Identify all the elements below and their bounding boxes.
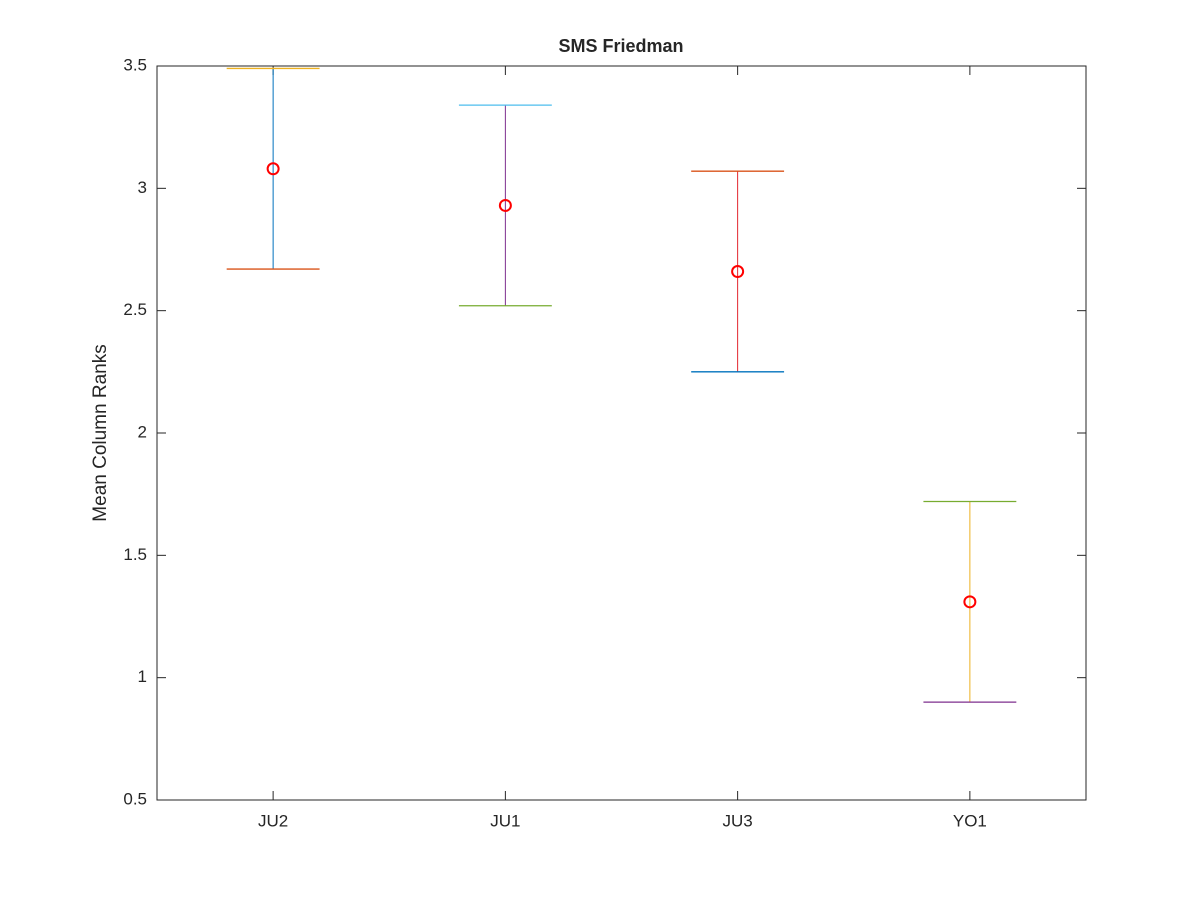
y-tick-label: 2 bbox=[138, 422, 147, 441]
y-tick-label: 0.5 bbox=[123, 789, 147, 808]
x-tick-label: YO1 bbox=[953, 811, 987, 830]
y-tick-label: 1.5 bbox=[123, 545, 147, 564]
x-tick-label: JU3 bbox=[723, 811, 753, 830]
y-tick-label: 3.5 bbox=[123, 55, 147, 74]
y-axis-label: Mean Column Ranks bbox=[90, 344, 111, 521]
x-tick-label: JU1 bbox=[490, 811, 520, 830]
chart-title: SMS Friedman bbox=[558, 36, 683, 56]
mean-marker bbox=[731, 265, 745, 279]
y-tick-label: 3 bbox=[138, 178, 147, 197]
y-tick-label: 1 bbox=[138, 667, 147, 686]
mean-marker bbox=[963, 595, 977, 609]
x-tick-label: JU2 bbox=[258, 811, 288, 830]
y-tick-label: 2.5 bbox=[123, 300, 147, 319]
mean-marker bbox=[266, 162, 280, 176]
mean-marker bbox=[498, 198, 512, 212]
